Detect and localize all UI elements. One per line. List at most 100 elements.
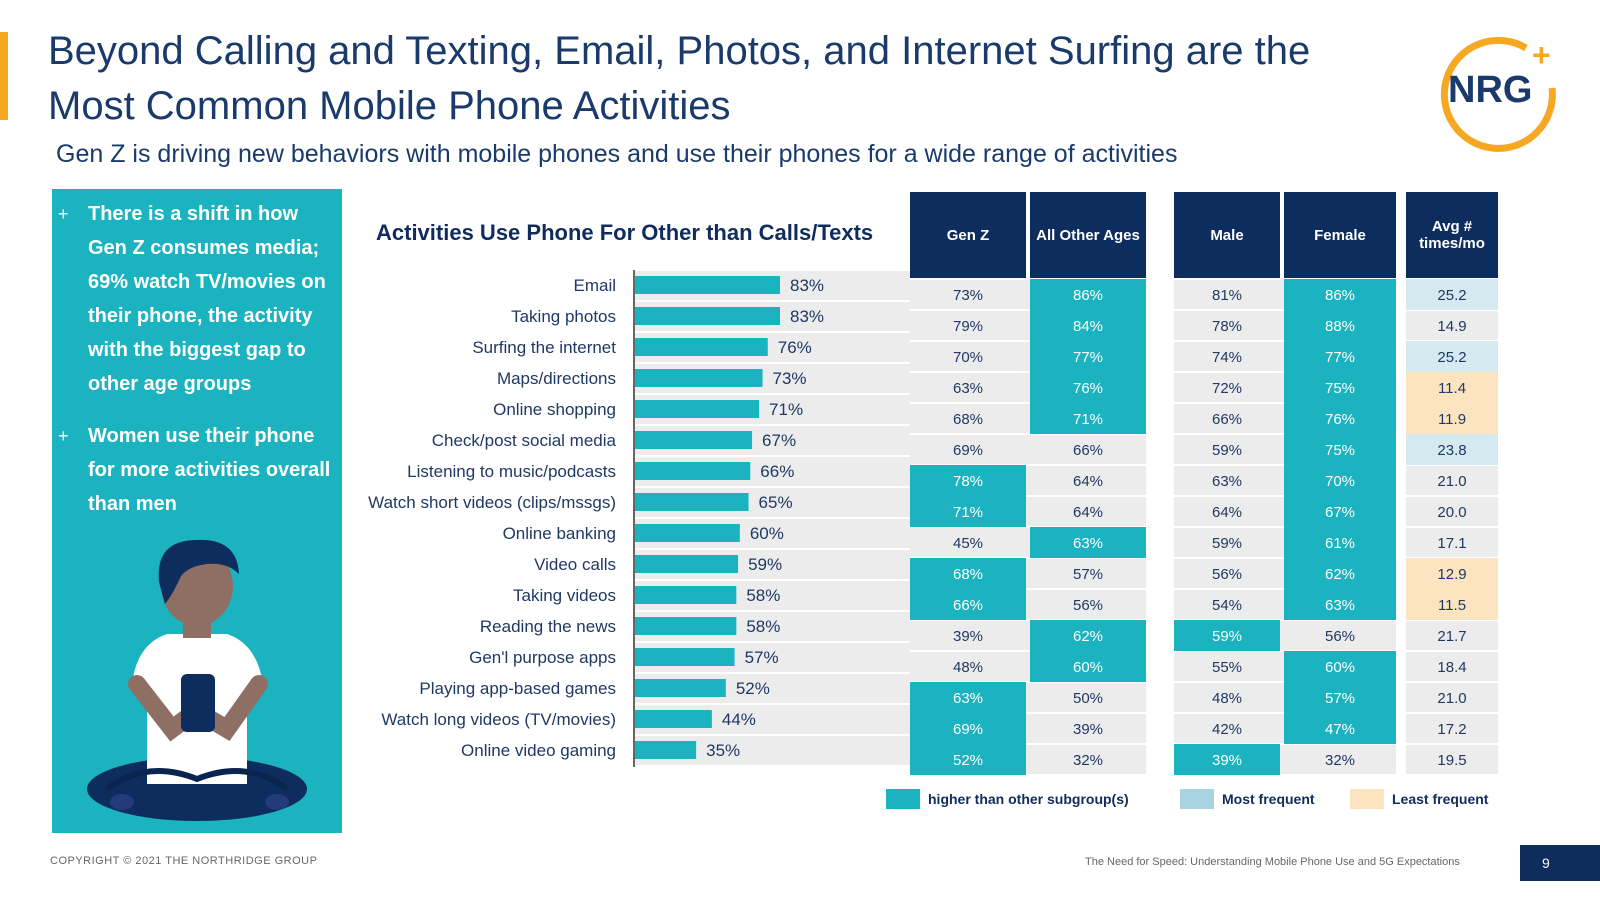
bar-value-label: 58% xyxy=(746,586,780,605)
category-label: Watch long videos (TV/movies) xyxy=(381,710,616,729)
bar-value-label: 76% xyxy=(778,338,812,357)
legend-least-label: Least frequent xyxy=(1392,791,1489,807)
legend-swatch-teal xyxy=(886,789,920,809)
cell-male: 72% xyxy=(1211,380,1243,397)
bar-value-label: 65% xyxy=(759,493,793,512)
bar xyxy=(635,431,753,449)
cell-other: 86% xyxy=(1030,279,1146,310)
cell-other: 71% xyxy=(1030,403,1146,434)
cell-other: 84% xyxy=(1030,310,1146,341)
cell-genz: 68% xyxy=(952,411,984,428)
cell-female: 88% xyxy=(1284,310,1396,341)
cell-genz: 71% xyxy=(910,496,1026,527)
bar xyxy=(635,400,760,418)
cell-male: 59% xyxy=(1211,535,1243,552)
cell-male: 59% xyxy=(1174,620,1280,651)
cell-other: 50% xyxy=(1072,690,1104,707)
cell-avg: 21.0 xyxy=(1437,473,1467,490)
cell-avg: 11.5 xyxy=(1406,589,1498,620)
category-label: Reading the news xyxy=(480,617,616,636)
bar-value-label: 60% xyxy=(750,524,784,543)
cell-avg: 21.7 xyxy=(1437,628,1467,645)
category-label: Video calls xyxy=(534,555,616,574)
cell-avg: 18.4 xyxy=(1437,659,1467,676)
bar xyxy=(635,493,749,511)
column-header-male: Male xyxy=(1174,192,1280,278)
cell-other: 63% xyxy=(1030,527,1146,558)
bar xyxy=(635,679,726,697)
bar xyxy=(635,648,735,666)
table-row-bg xyxy=(1406,621,1498,650)
category-label: Listening to music/podcasts xyxy=(407,462,616,481)
cell-male: 66% xyxy=(1211,411,1243,428)
cell-avg: 14.9 xyxy=(1437,318,1467,335)
cell-genz: 79% xyxy=(952,318,984,335)
cell-avg: 19.5 xyxy=(1437,752,1467,769)
cell-genz: 39% xyxy=(952,628,984,645)
category-label: Online shopping xyxy=(493,400,616,419)
column-header-other: All Other Ages xyxy=(1030,192,1146,278)
bar-value-label: 57% xyxy=(745,648,779,667)
category-label: Check/post social media xyxy=(432,431,617,450)
cell-other: 57% xyxy=(1072,566,1104,583)
category-label: Playing app-based games xyxy=(419,679,616,698)
insights-sidebar: + There is a shift in how Gen Z consumes… xyxy=(52,189,342,833)
cell-female: 70% xyxy=(1284,465,1396,496)
cell-female: 75% xyxy=(1284,372,1396,403)
category-label: Taking photos xyxy=(511,307,616,326)
cell-other: 56% xyxy=(1072,597,1104,614)
table-row-bg xyxy=(1406,528,1498,557)
cell-avg: 17.2 xyxy=(1437,721,1467,738)
plus-icon: + xyxy=(58,426,69,446)
cell-female: 76% xyxy=(1284,403,1396,434)
cell-genz: 48% xyxy=(952,659,984,676)
cell-other: 64% xyxy=(1072,473,1104,490)
cell-avg: 12.9 xyxy=(1406,558,1498,589)
cell-avg: 21.0 xyxy=(1437,690,1467,707)
cell-male: 74% xyxy=(1211,349,1243,366)
cell-male: 39% xyxy=(1174,744,1280,775)
cell-avg: 25.2 xyxy=(1406,279,1498,310)
page-subtitle: Gen Z is driving new behaviors with mobi… xyxy=(56,140,1178,168)
table-row-bg xyxy=(1406,683,1498,712)
cell-genz: 63% xyxy=(910,682,1026,713)
bar-value-label: 66% xyxy=(760,462,794,481)
cell-other: 62% xyxy=(1030,620,1146,651)
cell-male: 81% xyxy=(1211,287,1243,304)
cell-avg: 20.0 xyxy=(1437,504,1467,521)
cell-genz: 69% xyxy=(952,442,984,459)
bar-value-label: 52% xyxy=(736,679,770,698)
cell-other: 66% xyxy=(1072,442,1104,459)
bar xyxy=(635,710,712,728)
bar-value-label: 35% xyxy=(706,741,740,760)
bar xyxy=(635,276,780,294)
legend-swatch-blue xyxy=(1180,789,1214,809)
table-row-bg xyxy=(1406,714,1498,743)
category-label: Online banking xyxy=(503,524,616,543)
cell-genz: 69% xyxy=(910,713,1026,744)
person-using-phone-illustration xyxy=(87,539,307,821)
cell-avg: 17.1 xyxy=(1437,535,1467,552)
cell-male: 63% xyxy=(1211,473,1243,490)
cell-male: 78% xyxy=(1211,318,1243,335)
column-header-female: Female xyxy=(1284,192,1396,278)
bar xyxy=(635,586,737,604)
table-row-bg xyxy=(910,435,1146,464)
bar xyxy=(635,338,768,356)
category-label: Email xyxy=(573,276,616,295)
bar-value-label: 73% xyxy=(773,369,807,388)
table-row-bg xyxy=(1406,466,1498,495)
bar-value-label: 58% xyxy=(746,617,780,636)
cell-female: 75% xyxy=(1284,434,1396,465)
cell-male: 59% xyxy=(1211,442,1243,459)
bar xyxy=(635,555,739,573)
cell-female: 61% xyxy=(1284,527,1396,558)
category-label: Taking videos xyxy=(513,586,616,605)
cell-other: 76% xyxy=(1030,372,1146,403)
bar xyxy=(635,369,763,387)
cell-male: 56% xyxy=(1211,566,1243,583)
cell-female: 67% xyxy=(1284,496,1396,527)
bar-value-label: 83% xyxy=(790,276,824,295)
cell-female: 57% xyxy=(1284,682,1396,713)
bar-value-label: 67% xyxy=(762,431,796,450)
